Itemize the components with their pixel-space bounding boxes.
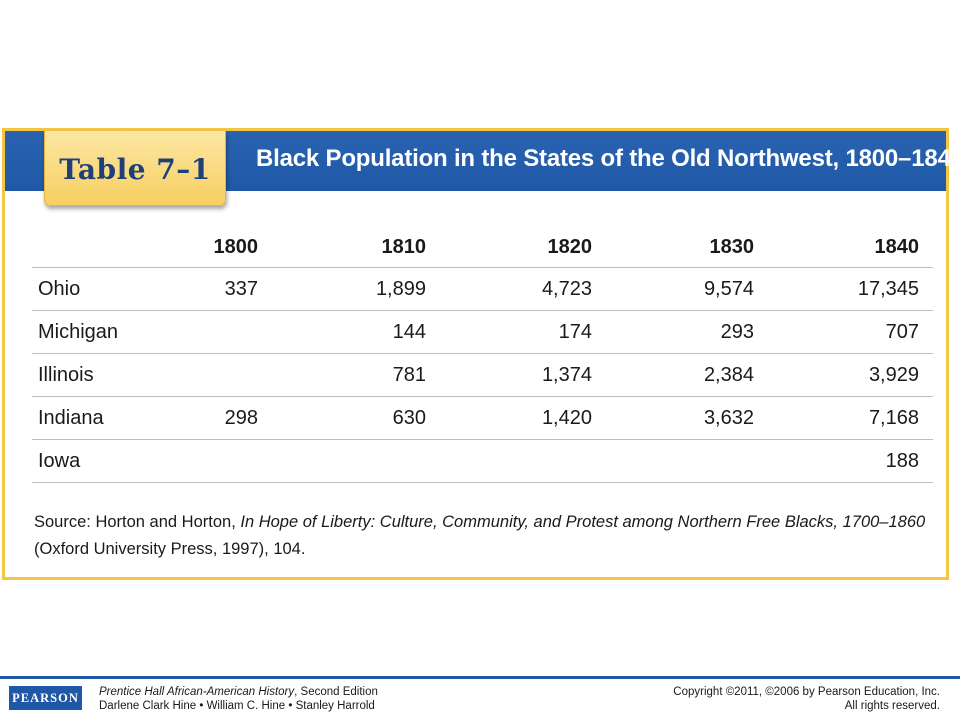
table-row: Illinois 781 1,374 2,384 3,929 xyxy=(32,353,933,397)
column-header: 1810 xyxy=(381,235,427,258)
footer-copyright: Copyright ©2011, ©2006 by Pearson Educat… xyxy=(673,686,940,698)
source-book-title: In Hope of Liberty: Culture, Community, … xyxy=(240,513,926,531)
value-cell: 298 xyxy=(182,396,272,440)
footer-authors: Darlene Clark Hine • William C. Hine • S… xyxy=(99,700,375,712)
footer-edition: , Second Edition xyxy=(294,686,378,698)
value-cell: 630 xyxy=(272,396,440,440)
footer-book-info: Prentice Hall African-American History, … xyxy=(99,685,378,713)
table-number-label: Table 7–1 xyxy=(59,153,211,186)
value-cell xyxy=(606,439,768,483)
column-header: 1800 xyxy=(213,235,259,258)
value-cell xyxy=(182,310,272,354)
state-cell: Ohio xyxy=(32,267,182,311)
pearson-logo: PEARSON xyxy=(9,686,82,710)
table-row: Iowa 188 xyxy=(32,439,933,483)
state-cell: Illinois xyxy=(32,353,182,397)
value-cell: 188 xyxy=(768,439,933,483)
source-note: Source: Horton and Horton, In Hope of Li… xyxy=(34,509,934,563)
state-cell: Iowa xyxy=(32,439,182,483)
value-cell xyxy=(440,439,606,483)
source-prefix: Source: Horton and Horton, xyxy=(34,513,241,531)
value-cell: 174 xyxy=(440,310,606,354)
value-cell: 3,929 xyxy=(768,353,933,397)
population-table: 1800 1810 1820 1830 1840 Ohio 337 1,899 … xyxy=(32,227,933,483)
footer-copyright-block: Copyright ©2011, ©2006 by Pearson Educat… xyxy=(673,685,940,713)
state-cell: Indiana xyxy=(32,396,182,440)
value-cell: 707 xyxy=(768,310,933,354)
table-row: Michigan 144 174 293 707 xyxy=(32,310,933,354)
value-cell xyxy=(272,439,440,483)
value-cell xyxy=(182,353,272,397)
value-cell: 7,168 xyxy=(768,396,933,440)
value-cell: 9,574 xyxy=(606,267,768,311)
value-cell: 781 xyxy=(272,353,440,397)
footer-title-line: Prentice Hall African-American History, … xyxy=(99,685,378,699)
table-number-tab: Table 7–1 xyxy=(44,131,226,206)
source-suffix: (Oxford University Press, 1997), 104. xyxy=(34,540,306,558)
value-cell: 2,384 xyxy=(606,353,768,397)
column-header: 1840 xyxy=(874,235,920,258)
table-header-row: 1800 1810 1820 1830 1840 xyxy=(32,227,933,268)
table-title: Black Population in the States of the Ol… xyxy=(256,145,960,172)
footer-book-title: Prentice Hall African-American History xyxy=(99,686,295,698)
value-cell: 1,899 xyxy=(272,267,440,311)
column-header: 1820 xyxy=(547,235,593,258)
state-cell: Michigan xyxy=(32,310,182,354)
value-cell: 1,420 xyxy=(440,396,606,440)
table-row: Indiana 298 630 1,420 3,632 7,168 xyxy=(32,396,933,440)
value-cell: 337 xyxy=(182,267,272,311)
value-cell: 17,345 xyxy=(768,267,933,311)
footer-rights: All rights reserved. xyxy=(844,700,940,712)
value-cell: 293 xyxy=(606,310,768,354)
table-frame: Black Population in the States of the Ol… xyxy=(2,128,960,580)
value-cell: 4,723 xyxy=(440,267,606,311)
column-header: 1830 xyxy=(709,235,755,258)
value-cell xyxy=(182,439,272,483)
table-row: Ohio 337 1,899 4,723 9,574 17,345 xyxy=(32,267,933,311)
value-cell: 3,632 xyxy=(606,396,768,440)
value-cell: 1,374 xyxy=(440,353,606,397)
column-header xyxy=(32,227,182,268)
footer-divider xyxy=(0,676,960,679)
value-cell: 144 xyxy=(272,310,440,354)
